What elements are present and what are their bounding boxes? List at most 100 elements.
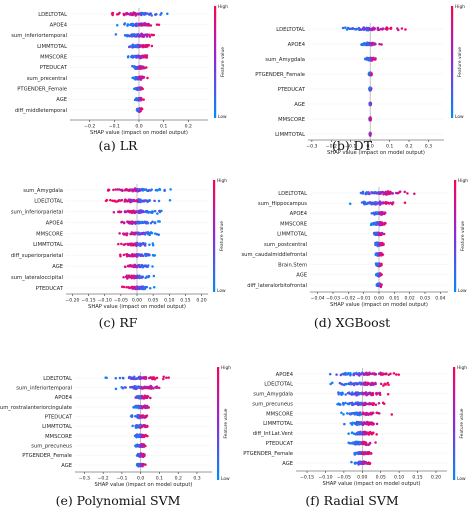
shap-point [140, 24, 143, 27]
shap-point [140, 107, 144, 111]
feature-label: diff_superiorparietal [11, 253, 63, 259]
shap-point [131, 254, 134, 258]
shap-point [383, 372, 386, 376]
shap-point [109, 198, 112, 202]
shap-point [156, 212, 159, 215]
shap-point [380, 231, 384, 235]
shap-point [149, 221, 153, 225]
feature-label: AGE [61, 463, 72, 469]
shap-point [396, 27, 399, 30]
panel-caption: (b) DT [332, 138, 373, 153]
shap-point [359, 191, 363, 195]
shap-point [155, 12, 158, 16]
shap-point [126, 220, 130, 224]
shap-point [149, 396, 152, 400]
shap-point [378, 211, 381, 215]
shap-point [137, 211, 140, 214]
shap-point [329, 382, 332, 386]
x-tick-label: 0.05 [376, 475, 386, 481]
x-tick-label: 0.0 [135, 124, 142, 130]
shap-point [144, 231, 148, 234]
shap-point [367, 452, 370, 455]
shap-point [131, 424, 134, 428]
shap-point [373, 212, 376, 216]
shap-point [359, 372, 363, 376]
x-tick-label: 0.2 [185, 124, 192, 130]
shap-point [135, 210, 138, 214]
shap-point [349, 382, 353, 385]
shap-point [125, 285, 128, 289]
shap-point [377, 263, 380, 266]
x-tick-label: −0.05 [337, 475, 351, 481]
shap-point [369, 422, 373, 425]
shap-point [147, 199, 150, 202]
shap-point [114, 387, 118, 391]
shap-point [339, 403, 342, 406]
x-axis-label: SHAP value (impact on model output) [88, 304, 186, 310]
shap-point [381, 222, 385, 226]
shap-point [348, 202, 352, 206]
x-tick-label: 0.20 [196, 298, 206, 304]
x-tick-label: 0.1 [160, 124, 167, 130]
shap-point [136, 66, 139, 70]
shap-point [169, 188, 172, 191]
shap-point [145, 252, 149, 256]
shap-point [131, 243, 134, 247]
shap-point [120, 242, 123, 246]
shap-point [328, 372, 332, 376]
shap-point [115, 23, 119, 27]
feature-label: PTEDUCAT [266, 441, 294, 447]
shap-point [139, 254, 143, 258]
shap-point [137, 98, 140, 101]
shap-point [362, 412, 365, 416]
shap-point [120, 198, 124, 202]
x-tick-label: 0.1 [386, 144, 393, 150]
shap-point [375, 411, 378, 415]
feature-label: LIMMTOTAL [33, 242, 63, 248]
shap-point [364, 412, 368, 415]
shap-point [136, 243, 140, 246]
shap-point [377, 282, 381, 285]
shap-point [370, 432, 374, 436]
shap-point [147, 33, 151, 36]
shap-point [151, 265, 154, 268]
shap-point [378, 412, 381, 415]
shap-point [374, 57, 377, 60]
shap-point [372, 383, 376, 386]
shap-point [152, 33, 155, 37]
shap-point [344, 26, 347, 29]
shap-point [139, 12, 143, 15]
x-tick-label: −0.01 [357, 296, 371, 302]
shap-point [386, 190, 390, 193]
shap-point [134, 275, 137, 279]
shap-point [361, 190, 365, 194]
x-tick-label: −0.20 [65, 298, 79, 304]
shap-point [384, 201, 387, 204]
shap-point [368, 462, 372, 466]
shap-point [135, 424, 139, 427]
shap-point [117, 199, 120, 203]
feature-label: PTGENDER_Female [243, 451, 293, 457]
shap-point [163, 189, 166, 192]
x-tick-label: −0.04 [311, 296, 325, 302]
shap-point [368, 86, 372, 89]
feature-label: sum_Hippocampus [258, 201, 307, 207]
shap-point [158, 188, 162, 191]
shap-point [126, 276, 130, 279]
shap-point [339, 373, 343, 377]
colorbar-title: Feature value [457, 47, 463, 77]
shap-point [151, 210, 155, 213]
shap-point [127, 45, 131, 49]
shap-point [141, 387, 144, 390]
shap-point [120, 285, 124, 288]
shap-point [372, 191, 375, 194]
shap-point [362, 451, 365, 455]
panel-caption: (c) RF [99, 315, 138, 330]
shap-point [366, 57, 369, 61]
shap-point [370, 203, 373, 206]
shap-point [358, 422, 361, 425]
shap-point [143, 385, 147, 389]
feature-label: PTEDUCAT [40, 65, 68, 71]
shap-point [135, 254, 139, 258]
shap-point [382, 384, 385, 387]
